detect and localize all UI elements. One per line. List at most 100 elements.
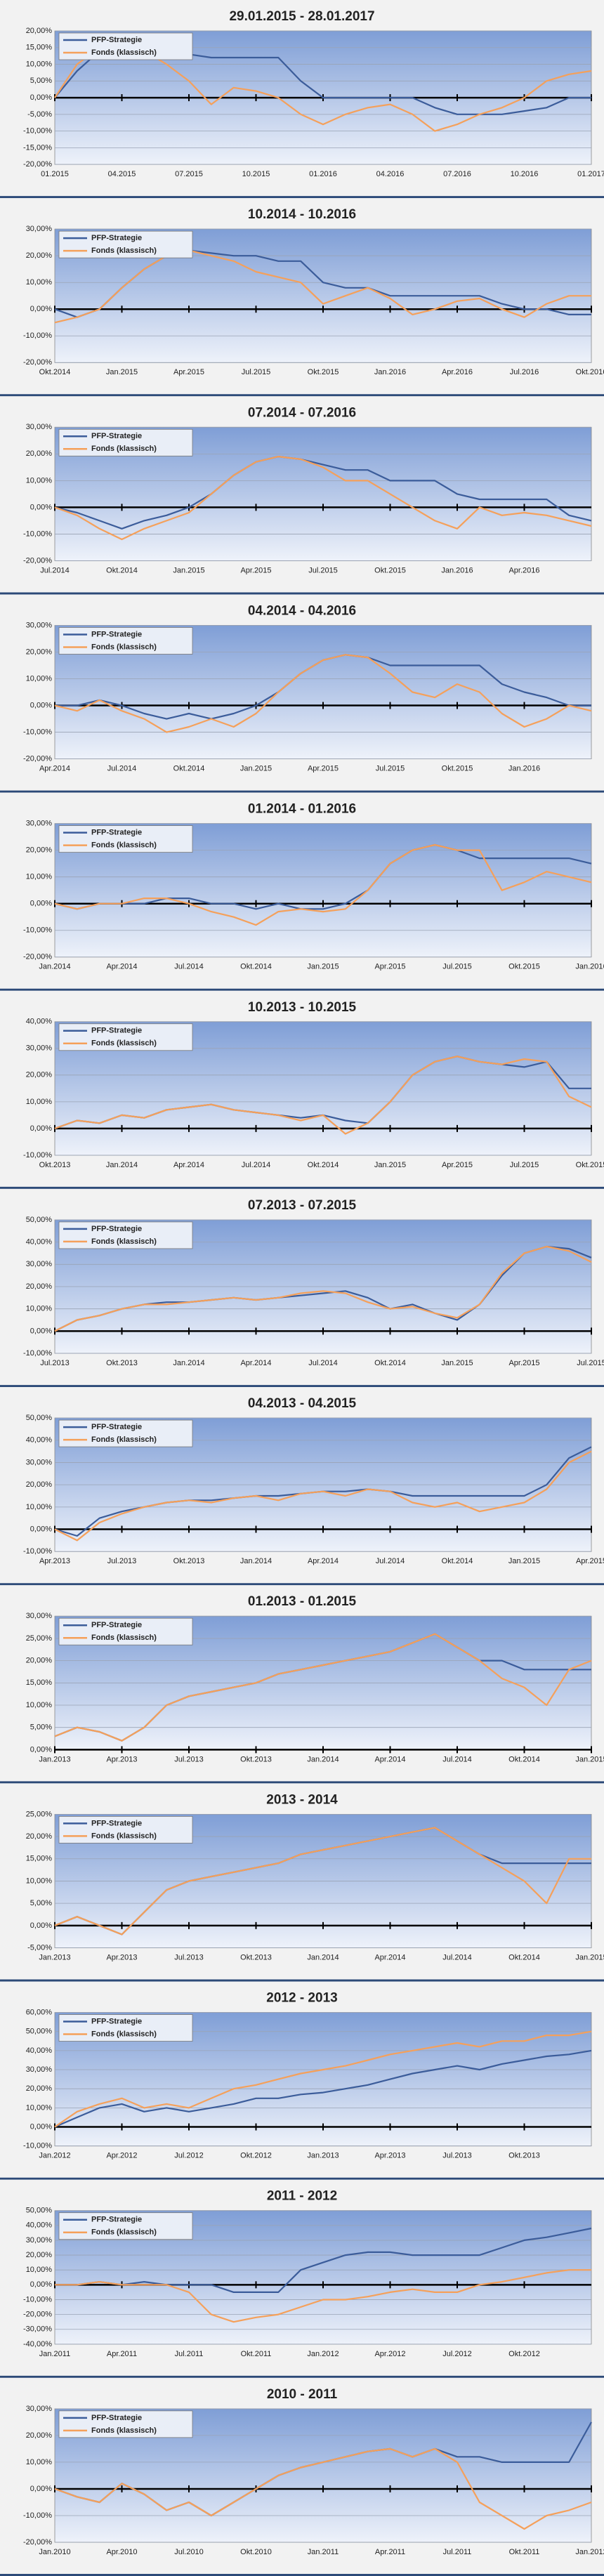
y-tick-label: 20,00% [26,2431,53,2440]
x-tick-label: Apr.2014 [173,1161,204,1169]
y-tick-label: 20,00% [26,251,53,260]
chart-title: 01.2013 - 01.2015 [248,1594,357,1609]
legend-label: PFP-Strategie [91,36,142,44]
legend-label: PFP-Strategie [91,1225,142,1233]
y-tick-label: 10,00% [26,2266,53,2274]
legend-box [58,428,193,456]
x-tick-label: Okt.2014 [106,566,138,574]
x-tick-label: Okt.2013 [173,1557,205,1565]
x-tick-label: Jan.2013 [39,1953,70,1961]
y-tick-label: -5,00% [27,1943,52,1952]
x-tick-label: Apr.2014 [240,1359,271,1367]
x-tick-label: Jan.2015 [575,1953,604,1961]
x-tick-label: 07.2015 [175,170,203,178]
y-tick-label: 0,00% [30,2485,52,2493]
x-tick-label: Apr.2011 [375,2548,405,2556]
chart-title: 2013 - 2014 [266,1792,338,1807]
chart-title: 2010 - 2011 [267,2387,338,2402]
x-tick-label: 01.2016 [309,170,337,178]
x-tick-label: Jul.2016 [510,368,539,376]
x-tick-label: Jul.2013 [442,2152,472,2160]
x-tick-label: Jul.2011 [443,2548,472,2556]
y-tick-label: 20,00% [26,2251,53,2259]
series-line [54,1245,592,1332]
x-tick-label: Jan.2016 [374,368,406,376]
chart-panel: 2013 - 2014 25,00% 20,00% 15,00% 10,00% 5,00%… [0,1783,604,1982]
x-tick-label: Jul.2015 [242,368,271,376]
y-tick-label: -20,00% [23,953,52,961]
legend-label: PFP-Strategie [91,1423,142,1431]
y-tick-label: 30,00% [26,423,53,431]
y-tick-label: 30,00% [26,2405,53,2413]
legend-box [58,627,193,655]
chart-title: 07.2013 - 07.2015 [248,1198,357,1213]
x-tick-label: Apr.2014 [308,1557,339,1565]
x-tick-label: Jul.2010 [174,2548,204,2556]
y-tick-label: 0,00% [30,93,52,102]
x-tick-label: 10.2016 [511,170,539,178]
x-tick-label: Jul.2015 [308,566,338,574]
y-tick-label: 0,00% [30,701,52,709]
y-tick-label: -10,00% [23,1349,52,1358]
y-tick-label: -20,00% [23,556,52,565]
legend-box [58,1419,193,1447]
legend-label: PFP-Strategie [91,2414,142,2422]
y-tick-label: 30,00% [26,2065,53,2074]
x-tick-label: Jul.2014 [308,1359,338,1367]
y-tick-label: 15,00% [26,1855,53,1863]
chart-panel: 01.2013 - 01.2015 30,00% 25,00% 20,00% 15,00… [0,1585,604,1784]
legend-label: PFP-Strategie [91,2017,142,2025]
x-tick-label: Jan.2014 [307,1755,339,1763]
x-tick-label: Apr.2011 [107,2350,137,2358]
series-line [54,843,592,926]
x-tick-label: Jan.2014 [173,1359,204,1367]
chart-panel: 29.01.2015 - 28.01.2017 20,00% 15,00% 10,00… [0,0,604,199]
x-tick-label: Jan.2015 [173,566,204,574]
x-tick-label: Jul.2013 [40,1359,70,1367]
legend-label: Fonds (klassisch) [91,1634,157,1642]
y-tick-label: -10,00% [23,1547,52,1556]
series-line [54,1827,591,1936]
chart-panel: 2012 - 2013 60,00% 50,00% 40,00% 30,00% 20,00… [0,1981,604,2180]
x-tick-label: Okt.2013 [39,1161,71,1169]
x-tick-label: Okt.2015 [374,566,406,574]
y-tick-label: -10,00% [23,926,52,935]
series-line [55,2227,592,2293]
y-tick-label: 30,00% [26,1044,53,1053]
x-tick-label: Apr.2013 [39,1557,70,1565]
x-tick-label: 10.2015 [242,170,270,178]
x-tick-label: Jan.2016 [575,963,604,971]
x-tick-label: Apr.2015 [508,1359,539,1367]
x-tick-label: Apr.2013 [106,1953,137,1961]
x-tick-label: 04.2016 [376,170,405,178]
y-tick-label: 40,00% [26,2046,53,2055]
y-tick-label: -10,00% [23,127,52,136]
x-tick-label: Apr.2014 [374,1953,405,1961]
x-tick-label: Jan.2012 [39,2152,70,2160]
x-tick-label: Jan.2015 [374,1161,406,1169]
y-tick-label: 40,00% [26,1436,53,1445]
legend-box [58,1815,193,1844]
x-tick-label: Apr.2015 [576,1557,604,1565]
y-tick-label: 30,00% [26,820,53,828]
x-tick-label: Jul.2014 [442,1755,472,1763]
x-tick-label: Okt.2015 [442,765,473,773]
y-tick-label: 0,00% [30,1745,52,1754]
y-tick-label: 25,00% [26,1810,53,1818]
x-tick-label: Jan.2014 [39,963,70,971]
legend-label: PFP-Strategie [91,1027,142,1035]
y-tick-label: 20,00% [26,648,53,656]
x-tick-label: Okt.2014 [374,1359,406,1367]
y-tick-label: 10,00% [26,2103,53,2112]
x-tick-label: Jul.2013 [107,1557,137,1565]
x-tick-label: Okt.2014 [442,1557,473,1565]
y-tick-label: 30,00% [26,2236,53,2245]
y-tick-label: 10,00% [26,674,53,683]
x-tick-label: Apr.2015 [308,765,339,773]
chart-title: 10.2013 - 10.2015 [248,1000,357,1015]
series-line [54,2447,592,2530]
y-tick-label: 40,00% [26,1018,53,1026]
y-tick-label: 10,00% [26,60,53,68]
x-tick-label: Jan.2016 [441,566,473,574]
x-tick-label: Jul.2013 [174,1755,204,1763]
